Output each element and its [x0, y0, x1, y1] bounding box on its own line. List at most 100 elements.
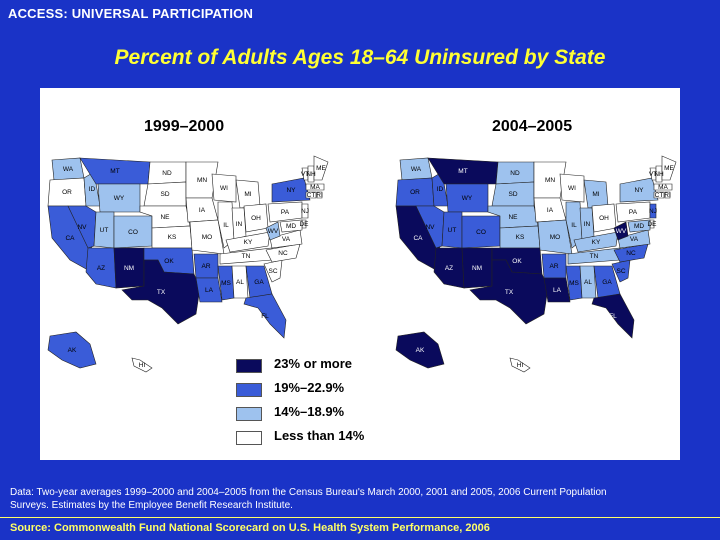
state-label-or: OR [62, 189, 72, 196]
state-AZ [85, 247, 117, 289]
state-label-id: ID [89, 186, 96, 193]
state-label-nd: ND [162, 170, 172, 177]
divider [0, 517, 720, 518]
state-WV [613, 221, 629, 241]
state-WV [265, 221, 281, 241]
map-2004-2005 [395, 155, 677, 373]
state-label-pa: PA [629, 209, 638, 216]
state-HI [509, 357, 531, 373]
state-label-mt: MT [458, 168, 467, 175]
state-AZ [433, 247, 465, 289]
state-AK [47, 331, 97, 369]
state-label-ia: IA [547, 207, 554, 214]
state-label-ak: AK [68, 347, 77, 354]
state-label-wa: WA [63, 166, 74, 173]
state-label-ca: CA [413, 235, 423, 242]
state-label-il: IL [223, 222, 229, 229]
state-label-mi: MI [592, 191, 599, 198]
state-label-in: IN [584, 221, 591, 228]
state-label-me: ME [664, 165, 674, 172]
state-IN [579, 207, 595, 241]
state-KY [573, 231, 619, 253]
state-label-ak: AK [416, 347, 425, 354]
state-label-nm: NM [472, 265, 482, 272]
state-label-wy: WY [462, 195, 473, 202]
state-NH [655, 165, 663, 183]
state-label-va: VA [630, 236, 639, 243]
state-label-la: LA [205, 287, 214, 294]
state-label-mo: MO [550, 234, 560, 241]
state-label-ok: OK [512, 258, 522, 265]
state-label-oh: OH [599, 215, 609, 222]
state-label-in: IN [236, 221, 243, 228]
state-label-nd: ND [510, 170, 520, 177]
state-label-id: ID [437, 186, 444, 193]
state-label-wy: WY [114, 195, 125, 202]
state-label-ne: NE [508, 214, 518, 221]
state-label-me: ME [316, 165, 326, 172]
source-line: Source: Commonwealth Fund National Score… [10, 522, 490, 534]
state-WI [559, 173, 585, 203]
state-label-mt: MT [110, 168, 119, 175]
state-label-mn: MN [197, 177, 207, 184]
state-VA [617, 229, 651, 249]
state-LA [195, 277, 223, 303]
state-label-ia: IA [199, 207, 206, 214]
state-label-ks: KS [516, 234, 525, 241]
state-label-wi: WI [568, 185, 576, 192]
state-label-nc: NC [626, 250, 636, 257]
slide-title: Percent of Adults Ages 18–64 Uninsured b… [114, 46, 606, 69]
period-label-1999-2000: 1999–2000 [144, 118, 225, 135]
state-label-ri: RI [316, 192, 323, 199]
state-label-ct: CT [655, 192, 664, 199]
state-NJ [301, 203, 309, 219]
state-label-ga: GA [254, 279, 264, 286]
state-CT [305, 191, 317, 199]
state-LA [543, 277, 571, 303]
state-label-ks: KS [168, 234, 177, 241]
state-label-ms: MS [221, 280, 231, 287]
state-label-sd: SD [160, 191, 169, 198]
state-label-ny: NY [286, 187, 296, 194]
state-NJ [649, 203, 657, 219]
state-label-al: AL [584, 279, 592, 286]
state-label-tx: TX [157, 289, 166, 296]
state-label-az: AZ [97, 265, 105, 272]
state-label-mi: MI [244, 191, 251, 198]
state-label-or: OR [410, 189, 420, 196]
state-label-sd: SD [508, 191, 517, 198]
state-label-ky: KY [592, 239, 601, 246]
state-MD [627, 219, 651, 233]
state-label-ma: MA [310, 184, 320, 191]
map-1999-2000 [47, 155, 329, 373]
legend-label: 19%–22.9% [274, 380, 345, 395]
state-KY [225, 231, 271, 253]
state-label-ny: NY [634, 187, 644, 194]
period-label-2004-2005: 2004–2005 [492, 118, 573, 135]
state-label-ut: UT [100, 227, 109, 234]
state-label-mn: MN [545, 177, 555, 184]
state-label-nh: NH [306, 171, 316, 178]
state-label-nv: NV [77, 224, 87, 231]
state-label-ri: RI [664, 192, 671, 199]
map-panel: 1999–2000 2004–2005 [40, 88, 680, 460]
state-HI [131, 357, 153, 373]
state-label-hi: HI [517, 362, 524, 369]
state-NY [619, 177, 659, 203]
state-label-ct: CT [307, 192, 316, 199]
state-TX [121, 259, 201, 325]
state-label-la: LA [553, 287, 562, 294]
legend-label: 23% or more [274, 356, 353, 371]
state-label-va: VA [282, 236, 291, 243]
state-ME [661, 155, 677, 181]
state-label-wi: WI [220, 185, 228, 192]
state-label-vt: VT [301, 171, 309, 178]
state-label-de: DE [299, 221, 309, 228]
state-label-co: CO [128, 229, 138, 236]
state-label-ga: GA [602, 279, 612, 286]
state-MA [305, 183, 325, 191]
state-label-nc: NC [278, 250, 288, 257]
state-WI [211, 173, 237, 203]
